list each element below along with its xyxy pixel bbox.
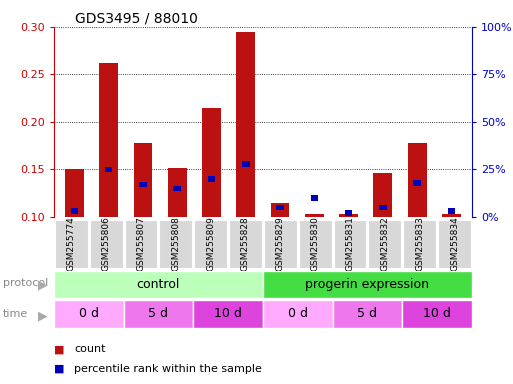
Text: 10 d: 10 d bbox=[423, 308, 451, 320]
Bar bbox=[305, 214, 324, 217]
Bar bbox=[194, 220, 227, 268]
Bar bbox=[168, 167, 187, 217]
Text: GSM255829: GSM255829 bbox=[276, 217, 285, 271]
Text: ▶: ▶ bbox=[38, 309, 48, 322]
Bar bbox=[263, 300, 332, 328]
Text: GSM255828: GSM255828 bbox=[241, 217, 250, 271]
Text: time: time bbox=[3, 309, 28, 319]
Bar bbox=[332, 300, 402, 328]
Bar bbox=[236, 31, 255, 217]
Bar bbox=[277, 205, 284, 210]
Text: 5 d: 5 d bbox=[148, 308, 168, 320]
Text: GSM255806: GSM255806 bbox=[102, 217, 111, 271]
Text: progerin expression: progerin expression bbox=[305, 278, 429, 291]
Text: GSM255807: GSM255807 bbox=[136, 217, 146, 271]
Bar bbox=[408, 143, 426, 217]
Bar bbox=[442, 214, 461, 217]
Text: ■: ■ bbox=[54, 364, 64, 374]
Text: GSM255831: GSM255831 bbox=[346, 217, 354, 271]
Bar bbox=[403, 220, 436, 268]
Bar bbox=[438, 220, 471, 268]
Bar bbox=[299, 220, 331, 268]
Bar bbox=[139, 182, 147, 187]
Text: ■: ■ bbox=[54, 344, 64, 354]
Bar bbox=[54, 271, 263, 298]
Bar bbox=[173, 185, 181, 191]
Bar bbox=[229, 220, 262, 268]
Bar bbox=[263, 271, 472, 298]
Text: percentile rank within the sample: percentile rank within the sample bbox=[74, 364, 262, 374]
Bar bbox=[71, 209, 78, 214]
Bar bbox=[264, 220, 297, 268]
Bar bbox=[310, 195, 318, 201]
Text: ▶: ▶ bbox=[38, 278, 48, 291]
Bar bbox=[65, 169, 84, 217]
Text: 10 d: 10 d bbox=[214, 308, 242, 320]
Bar bbox=[242, 161, 249, 167]
Bar bbox=[345, 210, 352, 216]
Bar bbox=[100, 63, 118, 217]
Bar bbox=[133, 143, 152, 217]
Text: GSM255808: GSM255808 bbox=[171, 217, 180, 271]
Bar bbox=[193, 300, 263, 328]
Bar bbox=[124, 300, 193, 328]
Bar bbox=[55, 220, 88, 268]
Bar bbox=[54, 300, 124, 328]
Text: GSM255832: GSM255832 bbox=[380, 217, 389, 271]
Text: control: control bbox=[136, 278, 180, 291]
Text: GSM255809: GSM255809 bbox=[206, 217, 215, 271]
Text: count: count bbox=[74, 344, 106, 354]
Text: GSM255834: GSM255834 bbox=[450, 217, 459, 271]
Text: 5 d: 5 d bbox=[358, 308, 378, 320]
Bar bbox=[202, 108, 221, 217]
Bar bbox=[160, 220, 192, 268]
Bar bbox=[368, 220, 401, 268]
Text: GSM255774: GSM255774 bbox=[67, 217, 76, 271]
Text: GSM255830: GSM255830 bbox=[311, 217, 320, 271]
Bar bbox=[373, 173, 392, 217]
Bar bbox=[448, 209, 455, 214]
Bar bbox=[271, 203, 289, 217]
Bar bbox=[339, 214, 358, 217]
Bar bbox=[379, 205, 387, 210]
Bar bbox=[413, 180, 421, 185]
Text: protocol: protocol bbox=[3, 278, 48, 288]
Bar bbox=[402, 300, 472, 328]
Text: GDS3495 / 88010: GDS3495 / 88010 bbox=[75, 12, 198, 26]
Text: 0 d: 0 d bbox=[78, 308, 98, 320]
Bar bbox=[105, 167, 112, 172]
Bar bbox=[90, 220, 123, 268]
Text: GSM255833: GSM255833 bbox=[415, 217, 424, 271]
Bar bbox=[208, 176, 215, 182]
Bar bbox=[125, 220, 157, 268]
Text: 0 d: 0 d bbox=[288, 308, 308, 320]
Bar bbox=[333, 220, 366, 268]
